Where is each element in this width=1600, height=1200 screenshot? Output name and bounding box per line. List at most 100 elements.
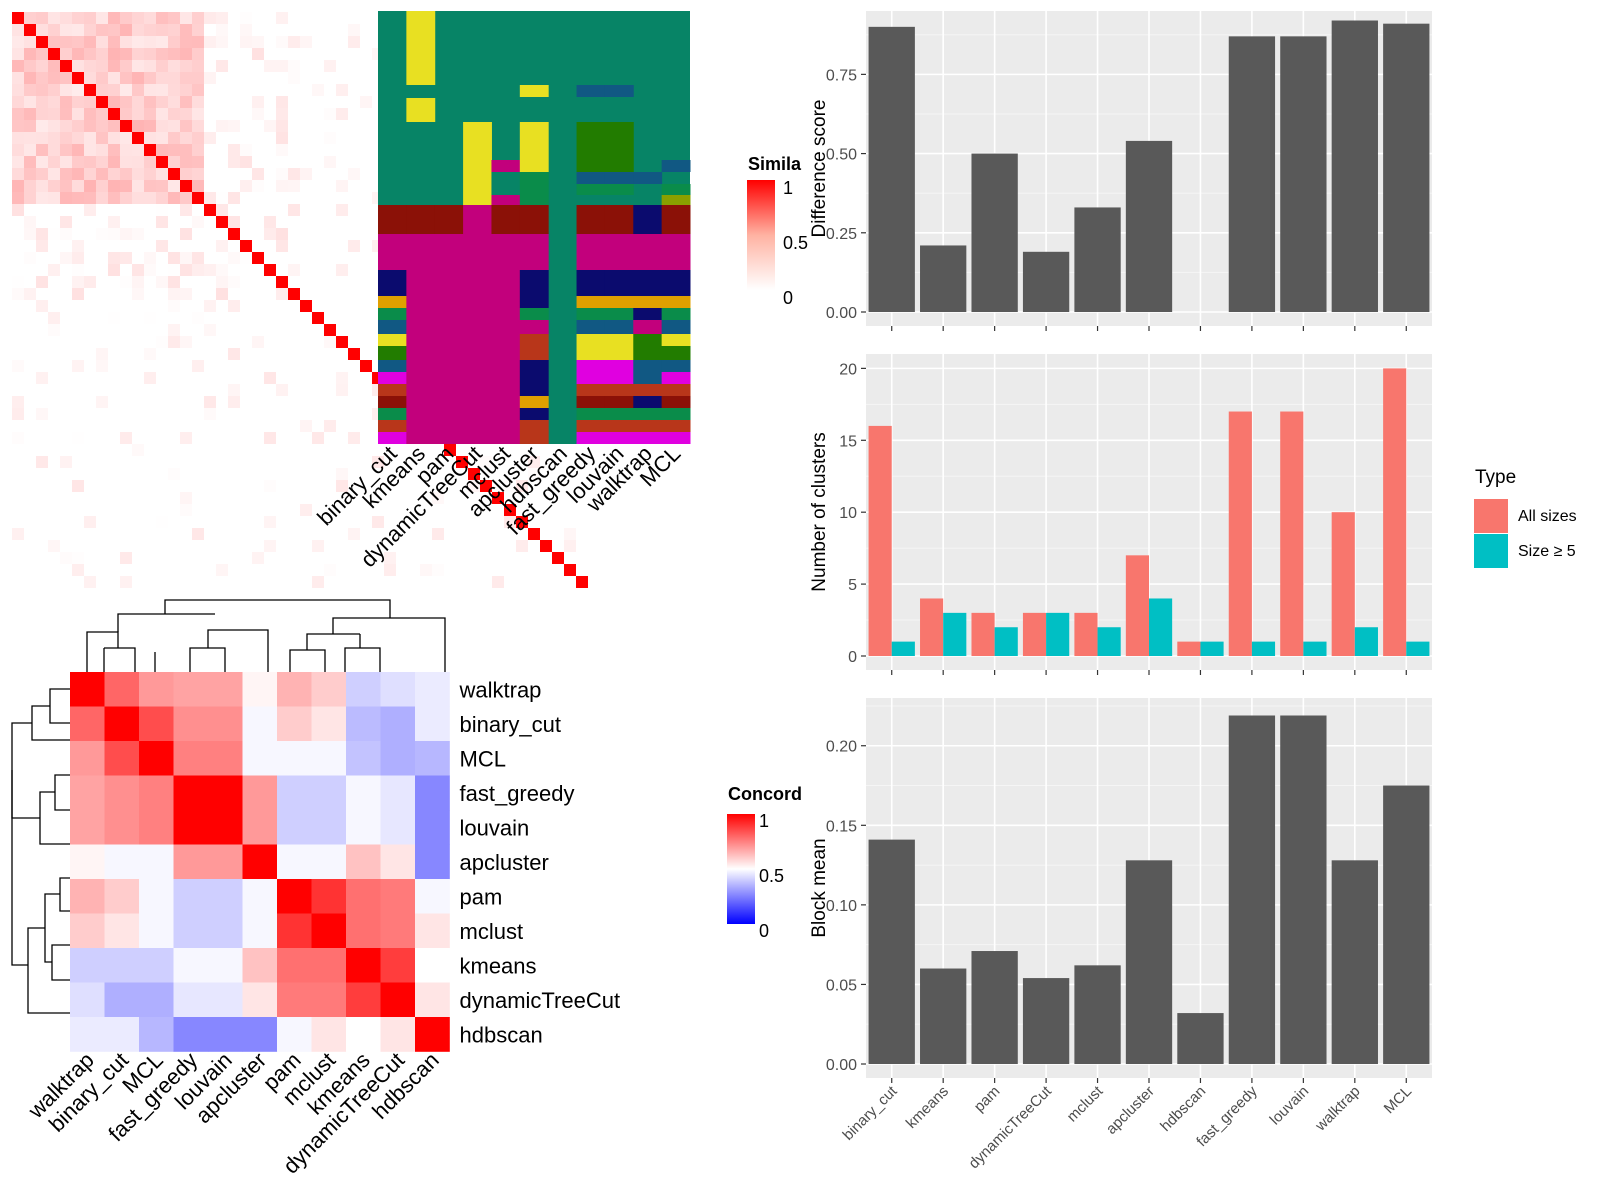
membership-cell xyxy=(463,205,492,234)
similarity-cell xyxy=(156,36,168,48)
similarity-cell xyxy=(192,528,204,540)
membership-cell xyxy=(633,270,663,296)
concordance-cell xyxy=(139,948,174,983)
similarity-cell xyxy=(300,168,312,180)
similarity-cell xyxy=(264,516,276,528)
dendrogram-branch xyxy=(11,770,28,966)
concordance-cell xyxy=(277,810,312,845)
concordance-legend-title: Concord xyxy=(728,784,802,804)
membership-cell xyxy=(378,420,407,432)
concordance-cell xyxy=(70,672,105,707)
similarity-cell xyxy=(60,156,72,168)
similarity-cell xyxy=(12,204,24,216)
similarity-cell xyxy=(132,12,144,24)
concordance-cell xyxy=(415,948,450,983)
similarity-cell xyxy=(348,432,360,444)
similarity-cell xyxy=(120,48,132,60)
membership-cell xyxy=(576,270,606,296)
membership-cell xyxy=(576,205,606,234)
similarity-cell xyxy=(84,108,96,120)
similarity-cell xyxy=(384,552,396,564)
bar-size-ge-5 xyxy=(1149,598,1173,656)
similarity-cell xyxy=(192,72,204,84)
membership-cell xyxy=(604,270,634,296)
similarity-cell xyxy=(156,60,168,72)
similarity-cell xyxy=(168,36,180,48)
similarity-cell xyxy=(108,36,120,48)
x-tick-label: MCL xyxy=(1381,1083,1415,1117)
similarity-cell xyxy=(144,24,156,36)
similarity-cell xyxy=(276,180,288,192)
similarity-cell xyxy=(84,168,96,180)
membership-cell xyxy=(633,432,663,444)
similarity-cell xyxy=(72,480,84,492)
similarity-cell xyxy=(12,132,24,144)
similarity-cell xyxy=(384,564,396,576)
membership-cell xyxy=(519,420,549,432)
similarity-cell xyxy=(144,84,156,96)
concordance-cell xyxy=(380,913,416,949)
membership-cell xyxy=(576,432,606,444)
similarity-cell xyxy=(72,240,84,252)
similarity-cell xyxy=(84,576,96,588)
x-tick-label: mclust xyxy=(1064,1082,1107,1125)
similarity-cell xyxy=(180,264,192,276)
membership-cell xyxy=(633,346,663,360)
membership-cell xyxy=(378,334,407,346)
similarity-cell xyxy=(288,168,300,180)
membership-cell xyxy=(491,384,521,396)
similarity-cell xyxy=(276,384,288,396)
similarity-legend-tick: 1 xyxy=(783,178,793,198)
concordance-cell xyxy=(173,810,209,845)
similarity-cell xyxy=(336,204,348,216)
membership-cell xyxy=(406,234,436,270)
similarity-cell xyxy=(24,252,36,264)
similarity-cell xyxy=(132,288,144,300)
similarity-cell xyxy=(24,228,36,240)
similarity-cell xyxy=(228,396,240,408)
similarity-cell xyxy=(156,168,168,180)
similarity-cell xyxy=(276,276,288,288)
legend-swatch-size-ge-5 xyxy=(1474,534,1508,568)
concordance-row-label: kmeans xyxy=(460,953,537,978)
membership-cell xyxy=(406,11,436,85)
similarity-cell xyxy=(192,36,204,48)
concordance-cell xyxy=(277,741,312,776)
similarity-cell xyxy=(48,132,60,144)
concordance-cell xyxy=(208,810,243,845)
bar-size-ge-5 xyxy=(1406,641,1430,656)
membership-cell xyxy=(604,372,634,384)
similarity-cell xyxy=(36,276,48,288)
membership-cell xyxy=(633,396,663,408)
similarity-cell xyxy=(228,300,240,312)
similarity-cell xyxy=(336,264,348,276)
similarity-cell xyxy=(24,96,36,108)
membership-cell xyxy=(519,346,549,360)
concordance-cell xyxy=(277,879,312,914)
membership-cell xyxy=(661,270,691,296)
similarity-cell xyxy=(240,24,252,36)
similarity-cell xyxy=(84,156,96,168)
concordance-cell xyxy=(415,913,450,949)
similarity-cell xyxy=(180,252,192,264)
membership-cell xyxy=(519,334,549,346)
similarity-cell xyxy=(96,192,108,204)
similarity-cell xyxy=(324,564,336,576)
similarity-cell xyxy=(120,132,132,144)
dendrogram-branch xyxy=(27,927,70,1014)
concordance-cell xyxy=(346,741,381,776)
similarity-cell xyxy=(336,108,348,120)
concordance-cell xyxy=(173,844,209,880)
similarity-cell xyxy=(444,444,456,456)
concordance-cell xyxy=(277,1017,312,1052)
concordance-cell xyxy=(242,844,278,880)
similarity-cell xyxy=(564,540,576,552)
similarity-cell xyxy=(180,120,192,132)
similarity-cell xyxy=(168,96,180,108)
membership-cell xyxy=(406,296,436,308)
similarity-cell xyxy=(120,228,132,240)
concordance-row-label: binary_cut xyxy=(460,712,562,737)
membership-cell xyxy=(491,372,521,384)
similarity-cell xyxy=(360,360,372,372)
similarity-cell xyxy=(180,204,192,216)
